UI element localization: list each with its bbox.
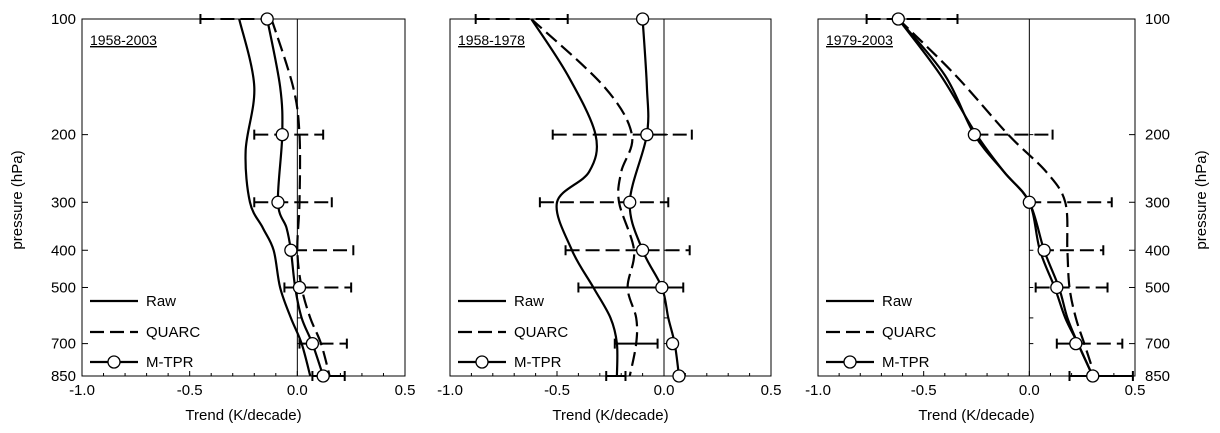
legend-label: QUARC	[514, 324, 568, 341]
m-tpr-marker	[665, 336, 680, 351]
legend-marker	[107, 355, 121, 369]
panel-1: -1.0 -0.5 0.0 0.5 Trend (K/decade) 100 200 300 4…	[51, 11, 415, 424]
m-tpr-marker	[305, 336, 320, 351]
m-tpr-marker	[316, 369, 330, 383]
legend-marker	[475, 355, 489, 369]
series-line-quarc	[270, 18, 331, 377]
y-tick-label: 200	[51, 127, 76, 144]
legend-label: QUARC	[146, 324, 200, 341]
x-tick-label: 0.0	[1019, 382, 1040, 399]
y-tick-label: 700	[51, 336, 76, 353]
plot-frame	[449, 18, 772, 377]
x-tick-label: -0.5	[911, 382, 937, 399]
x-tick-label: -1.0	[69, 382, 95, 399]
legend-label: Raw	[146, 293, 176, 310]
legend-marker	[843, 355, 857, 369]
y-tick-label: 700	[1145, 336, 1170, 353]
m-tpr-marker	[1086, 369, 1100, 383]
m-tpr-marker	[275, 127, 289, 142]
m-tpr-marker	[284, 243, 298, 257]
x-axis-label: Trend (K/decade)	[918, 407, 1034, 424]
x-tick-label: 0.0	[654, 382, 675, 399]
y-tick-label: 100	[1145, 11, 1170, 28]
m-tpr-marker	[891, 12, 905, 26]
m-tpr-marker	[672, 369, 686, 383]
series-line-m-tpr	[266, 18, 325, 377]
legend-label: Raw	[882, 293, 912, 310]
series-line-raw	[238, 18, 312, 377]
x-tick-label: 0.5	[1125, 382, 1146, 399]
x-tick-label: -1.0	[805, 382, 831, 399]
x-axis-label: Trend (K/decade)	[185, 407, 301, 424]
m-tpr-marker	[292, 280, 307, 295]
plot-frame	[817, 18, 1136, 377]
right-ylabel: pressure (hPa)	[1193, 150, 1210, 249]
x-tick-label: 0.5	[761, 382, 782, 399]
panel-title: 1958-2003	[90, 32, 157, 48]
series-line-m-tpr	[897, 18, 1094, 377]
m-tpr-marker	[1037, 243, 1051, 257]
m-tpr-marker	[635, 12, 650, 26]
x-tick-label: -1.0	[437, 382, 463, 399]
y-tick-label: 400	[51, 242, 76, 259]
x-axis-label: Trend (K/decade)	[552, 407, 668, 424]
y-tick-label: 100	[51, 11, 76, 28]
x-tick-label: -0.5	[177, 382, 203, 399]
m-tpr-marker	[635, 243, 650, 257]
y-tick-label: 400	[1145, 242, 1170, 259]
panel-2: -1.0 -0.5 0.0 0.5 Trend (K/decade) 1958-1978 R…	[437, 12, 782, 424]
legend-label: QUARC	[882, 324, 936, 341]
series-line-quarc	[897, 18, 1096, 377]
x-tick-label: -0.5	[544, 382, 570, 399]
y-tick-label: 300	[1145, 194, 1170, 211]
m-tpr-marker	[1022, 195, 1036, 209]
m-tpr-marker	[1069, 336, 1083, 351]
y-tick-label: 500	[1145, 279, 1170, 296]
panel-3: -1.0 -0.5 0.0 0.5 Trend (K/decade) 100 200 300 4…	[805, 11, 1170, 424]
m-tpr-marker	[655, 280, 669, 295]
panel-title: 1958-1978	[458, 32, 525, 48]
m-tpr-marker	[260, 12, 274, 26]
m-tpr-marker	[1050, 280, 1064, 295]
y-tick-label: 850	[51, 368, 76, 385]
m-tpr-marker	[967, 127, 982, 142]
y-tick-label: 300	[51, 194, 76, 211]
legend-label: M-TPR	[514, 354, 562, 371]
y-tick-label: 850	[1145, 368, 1170, 385]
y-tick-label: 200	[1145, 127, 1170, 144]
x-tick-label: 0.5	[395, 382, 416, 399]
legend-label: M-TPR	[146, 354, 194, 371]
y-tick-label: 500	[51, 279, 76, 296]
left-ylabel: pressure (hPa)	[9, 150, 26, 249]
series-line-raw	[530, 18, 619, 377]
plot-frame	[81, 18, 406, 377]
m-tpr-marker	[271, 195, 285, 209]
panel-title: 1979-2003	[826, 32, 893, 48]
x-tick-label: 0.0	[287, 382, 308, 399]
legend-label: M-TPR	[882, 354, 930, 371]
m-tpr-marker	[640, 127, 654, 142]
m-tpr-marker	[623, 195, 637, 209]
series-line-quarc	[530, 18, 639, 377]
legend-label: Raw	[514, 293, 544, 310]
